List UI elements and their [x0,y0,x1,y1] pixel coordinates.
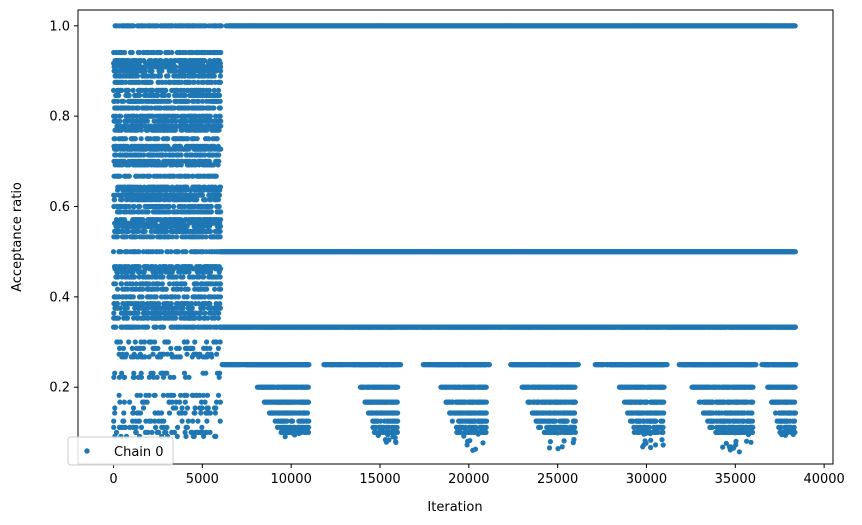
data-point [204,127,210,133]
data-point [215,87,222,93]
data-point [217,187,223,193]
data-point [218,209,224,215]
data-point [217,113,223,119]
data-point [218,68,224,74]
data-point [122,49,128,56]
data-point [218,23,224,29]
data-point [199,192,206,198]
data-point [215,162,221,168]
data-point [126,92,132,98]
data-point [138,127,144,133]
data-point [216,127,222,133]
data-point [216,192,223,198]
data-point [121,98,127,104]
data-point [111,197,118,203]
data-point [207,113,213,119]
data-point [194,136,200,142]
data-point [142,68,148,74]
data-point [792,249,799,255]
data-point [172,127,178,133]
data-point [110,249,117,255]
data-point [226,23,232,29]
data-point [216,92,223,98]
data-point [130,87,136,93]
data-point [217,98,223,104]
data-point [178,162,184,168]
data-point [123,136,129,142]
data-point [211,162,217,168]
data-point [217,249,223,255]
data-point [218,49,224,56]
data-point [148,79,154,85]
data-point [149,68,155,74]
data-point [137,92,143,98]
data-point [215,197,221,203]
data-point [134,73,141,79]
data-point [115,187,121,193]
data-point [137,203,143,210]
data-point [792,324,799,330]
data-point [163,162,169,168]
data-point [145,324,151,330]
data-point [161,324,167,330]
data-point [217,79,224,85]
data-point [138,136,144,142]
data-point [214,136,220,142]
data-point [217,105,223,111]
data-point [217,73,223,79]
data-point [132,136,138,142]
data-point [118,113,124,119]
data-point [216,203,222,210]
data-point [113,324,119,330]
data-point [119,197,125,203]
data-point [166,98,173,104]
data-point [165,73,171,79]
data-point [217,324,223,330]
data-point [158,49,164,56]
data-point [208,209,214,215]
data-point [183,249,189,255]
data-point [145,209,151,215]
data-point [144,118,150,124]
data-point [117,173,123,179]
data-point [216,152,222,158]
data-point [155,136,161,142]
data-point [792,23,798,29]
data-point [157,73,164,79]
data-point [186,146,192,152]
data-point [165,136,171,142]
data-point [125,87,131,93]
data-point [117,118,123,124]
data-point [158,249,165,255]
data-point [116,92,122,98]
data-point [126,173,132,179]
data-point [218,118,224,124]
data-point [218,146,224,152]
data-point [213,68,219,74]
data-point [159,68,165,74]
data-point [169,49,175,56]
data-point [163,87,169,93]
data-point [206,87,212,93]
data-point [129,49,135,56]
data-point [211,73,217,79]
data-point [178,152,184,158]
data-point [208,203,214,210]
data-point [171,203,177,210]
data-point [211,105,217,111]
data-point [166,92,172,98]
data-point [182,92,188,98]
data-points-layer [110,23,799,455]
data-point [194,197,200,203]
data-point [213,173,219,179]
